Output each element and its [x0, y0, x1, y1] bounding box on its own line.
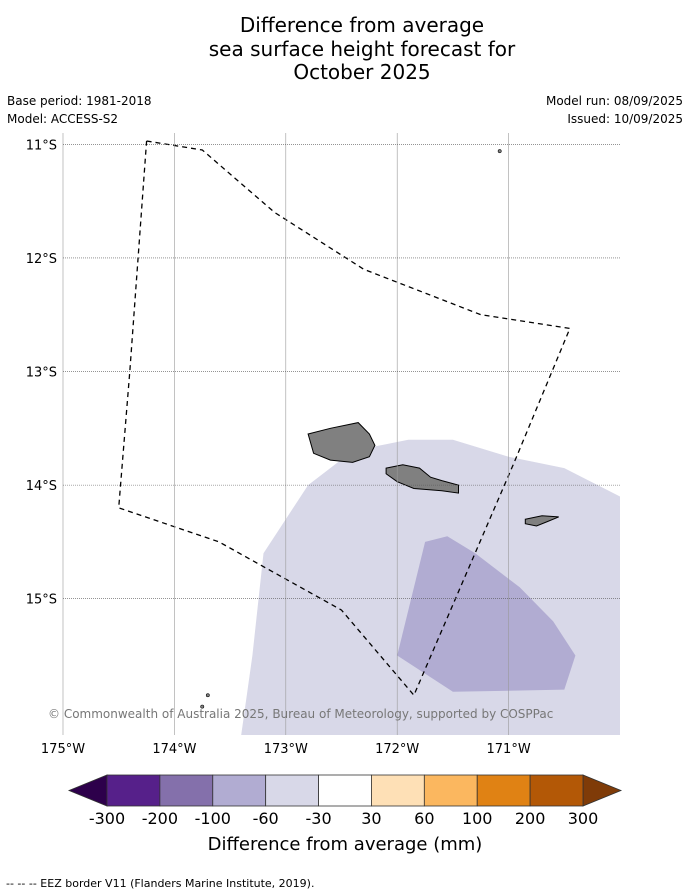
colorbar-tick-label: 200: [515, 809, 546, 828]
meta-right: Model run: 08/09/2025 Issued: 10/09/2025: [546, 94, 683, 130]
islet: [200, 704, 205, 709]
colorbar-tick-label: 60: [414, 809, 434, 828]
colorbar-over-triangle: [582, 774, 623, 807]
colorbar-tick-label: -100: [195, 809, 231, 828]
lon-tick-label: 171°W: [487, 742, 531, 757]
colorbar-bin-3: [212, 774, 267, 807]
copyright-note: © Commonwealth of Australia 2025, Bureau…: [48, 707, 553, 721]
plot-area: [118, 140, 620, 735]
lon-tick-label: 173°W: [264, 742, 308, 757]
colorbar-bin-9: [529, 774, 584, 807]
lat-tick-label: 13°S: [26, 366, 57, 381]
colorbar-bin-5: [318, 774, 372, 807]
island-2: [385, 464, 459, 494]
lat-tick-label: 11°S: [26, 138, 57, 153]
title-line-3: October 2025: [293, 60, 431, 84]
model-name: Model: ACCESS-S2: [7, 112, 119, 126]
colorbar-bin-1: [106, 774, 161, 807]
lon-tick-label: 172°W: [375, 742, 419, 757]
island-3: [524, 515, 559, 527]
colorbar-under-triangle: [67, 774, 108, 807]
colorbar-tick-label: 30: [361, 809, 381, 828]
lon-tick-label: 175°W: [41, 742, 85, 757]
meta-left: Base period: 1981-2018 Model: ACCESS-S2: [7, 94, 152, 130]
chart-title: Difference from average sea surface heig…: [0, 13, 690, 85]
anomaly-region-2: [397, 536, 576, 692]
model-run: Model run: 08/09/2025: [545, 94, 683, 108]
colorbar-bin-8: [476, 774, 531, 807]
colorbar-tick-label: 300: [568, 809, 599, 828]
colorbar-bin-2: [159, 774, 214, 807]
islet: [497, 149, 502, 154]
island-1: [307, 422, 376, 463]
islet: [205, 693, 210, 698]
colorbar-tick-label: -60: [253, 809, 279, 828]
lon-tick-label: 174°W: [152, 742, 196, 757]
issued-date: Issued: 10/09/2025: [567, 112, 683, 126]
base-period: Base period: 1981-2018: [7, 94, 152, 108]
lat-tick-label: 14°S: [26, 479, 57, 494]
eez-footnote: -- -- -- EEZ border V11 (Flanders Marine…: [6, 877, 315, 890]
colorbar-bin-6: [371, 774, 425, 807]
colorbar-tick-label: -200: [142, 809, 178, 828]
colorbar-bin-7: [423, 774, 478, 807]
colorbar-tick-label: -300: [89, 809, 125, 828]
colorbar-bin-4: [265, 774, 319, 807]
title-line-1: Difference from average: [239, 13, 485, 37]
colorbar-tick-label: -30: [305, 809, 331, 828]
lat-tick-label: 12°S: [26, 252, 57, 267]
title-line-2: sea surface height forecast for: [208, 36, 516, 61]
colorbar-label: Difference from average (mm): [208, 834, 483, 855]
colorbar-tick-label: 100: [462, 809, 493, 828]
lat-tick-label: 15°S: [26, 593, 57, 608]
